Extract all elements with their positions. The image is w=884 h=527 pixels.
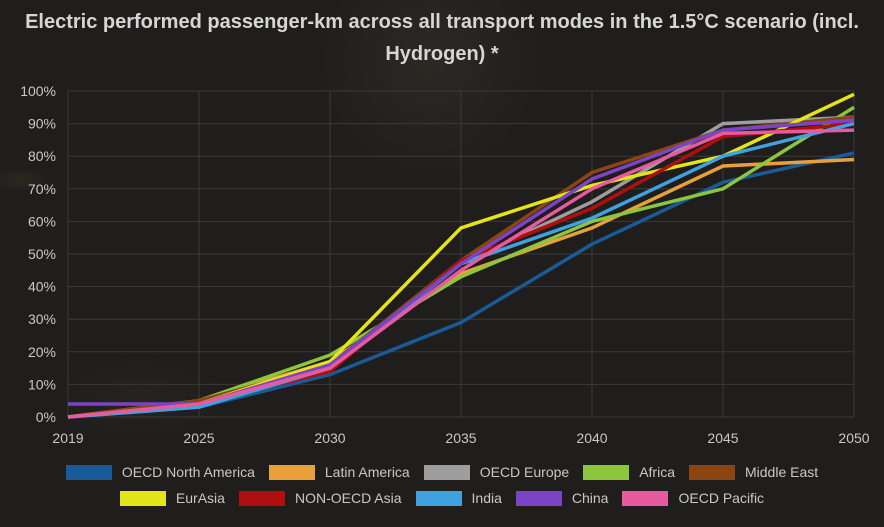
- x-tick-label: 2045: [707, 430, 738, 446]
- x-tick-label: 2040: [576, 430, 607, 446]
- x-axis-ticks: 2019 2025 2030 2035 2040 2045 2050: [52, 430, 869, 446]
- y-tick-label: 0%: [36, 409, 56, 425]
- x-tick-label: 2025: [183, 430, 214, 446]
- y-tick-label: 60%: [28, 213, 56, 229]
- legend-swatch: [238, 490, 285, 506]
- x-tick-label: 2019: [52, 430, 83, 446]
- y-tick-label: 90%: [28, 116, 56, 132]
- legend-swatch: [268, 464, 315, 480]
- legend-swatch: [583, 464, 630, 480]
- legend-item-oecd-north-america[interactable]: OECD North America: [65, 464, 255, 480]
- y-tick-label: 10%: [28, 376, 56, 392]
- chart-legend: OECD North America Latin America OECD Euro…: [0, 459, 884, 511]
- x-tick-label: 2035: [445, 430, 476, 446]
- x-tick-label: 2050: [838, 430, 869, 446]
- legend-row: EurAsia NON-OECD Asia India China OECD Pacif…: [0, 485, 884, 511]
- legend-item-africa[interactable]: Africa: [583, 464, 675, 480]
- y-tick-label: 40%: [28, 279, 56, 295]
- gridlines: [67, 90, 855, 418]
- legend-row: OECD North America Latin America OECD Euro…: [0, 459, 884, 485]
- legend-item-india[interactable]: India: [415, 490, 502, 506]
- y-tick-label: 30%: [28, 311, 56, 327]
- legend-item-middle-east[interactable]: Middle East: [689, 464, 818, 480]
- chart-title-line-2: Hydrogen) *: [385, 43, 499, 65]
- legend-item-china[interactable]: China: [515, 490, 609, 506]
- legend-swatch: [65, 464, 112, 480]
- legend-label: OECD North America: [121, 464, 255, 480]
- y-tick-label: 100%: [20, 83, 56, 99]
- legend-swatch: [515, 490, 562, 506]
- legend-swatch: [119, 490, 166, 506]
- legend-swatch: [689, 464, 735, 480]
- legend-swatch: [622, 490, 669, 506]
- legend-item-non-oecd-asia[interactable]: NON-OECD Asia: [238, 490, 402, 506]
- legend-label: Latin America: [324, 464, 410, 480]
- series-line-oecd-pacific: [67, 128, 855, 419]
- legend-item-eurasia[interactable]: EurAsia: [119, 490, 225, 506]
- line-chart: 0%10%20%30%40%50%60%70%80%90%100% 2019 20…: [20, 83, 870, 446]
- legend-label: India: [471, 490, 502, 506]
- y-axis-ticks: 0% 10% 20% 30% 40% 50% 60% 70% 80% 90% 100%: [20, 83, 56, 425]
- legend-item-oecd-pacific[interactable]: OECD Pacific: [622, 490, 764, 506]
- legend-label: OECD Pacific: [678, 490, 765, 506]
- y-tick-label: 20%: [28, 344, 56, 360]
- y-tick-label: 80%: [28, 148, 56, 164]
- legend-swatch: [423, 464, 470, 480]
- legend-label: Africa: [639, 464, 675, 480]
- legend-label: EurAsia: [175, 490, 225, 506]
- legend-label: China: [571, 490, 609, 506]
- legend-label: OECD Europe: [479, 464, 570, 480]
- legend-swatch: [415, 490, 462, 506]
- chart-title-line-1: Electric performed passenger-km across a…: [25, 11, 859, 33]
- legend-item-latin-america[interactable]: Latin America: [268, 464, 410, 480]
- legend-label: Middle East: [745, 464, 819, 480]
- y-tick-label: 70%: [28, 181, 56, 197]
- x-tick-label: 2030: [314, 430, 345, 446]
- chart-title: Electric performed passenger-km across a…: [0, 6, 884, 70]
- y-tick-label: 50%: [28, 246, 56, 262]
- series-lines: [67, 92, 855, 419]
- legend-item-oecd-europe[interactable]: OECD Europe: [423, 464, 570, 480]
- legend-label: NON-OECD Asia: [294, 490, 402, 506]
